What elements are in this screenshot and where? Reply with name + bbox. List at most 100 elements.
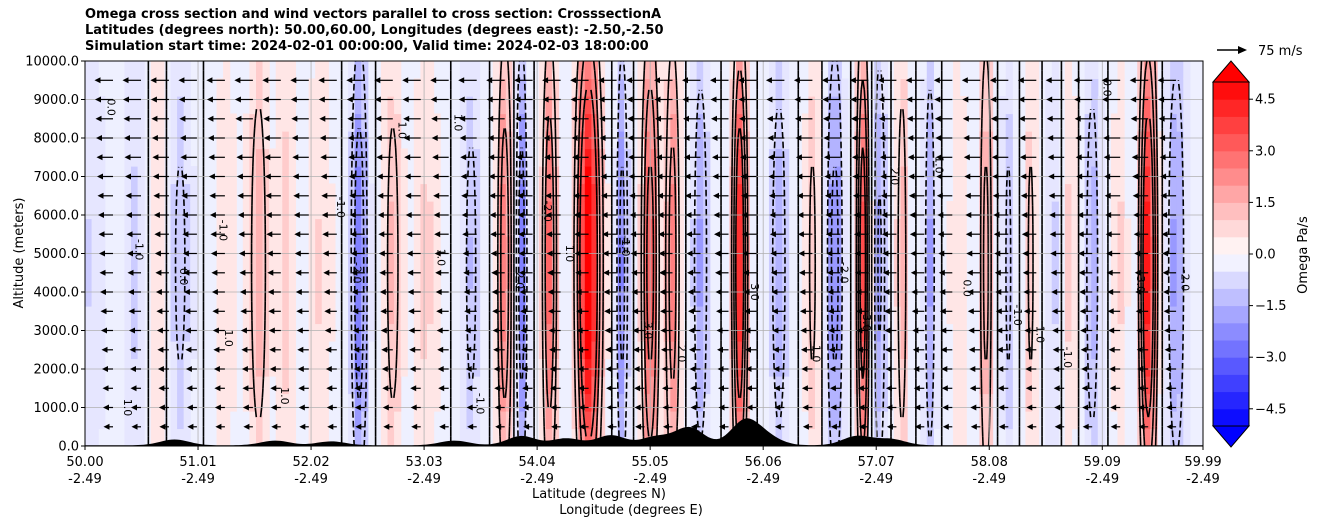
omega-fill-cell	[308, 323, 316, 342]
omega-fill-cell	[124, 306, 132, 325]
omega-fill-cell	[736, 113, 744, 132]
omega-fill-cell	[1045, 253, 1053, 272]
omega-fill-cell	[137, 61, 145, 80]
omega-fill-cell	[505, 271, 514, 290]
omega-fill-cell	[696, 393, 704, 412]
omega-contour-segment	[702, 99, 705, 110]
omega-fill-cell	[131, 411, 139, 430]
omega-fill-cell	[893, 358, 902, 377]
omega-fill-cell	[499, 61, 507, 80]
omega-fill-cell	[288, 393, 297, 412]
omega-fill-cell	[426, 411, 435, 430]
omega-fill-cell	[492, 183, 500, 202]
omega-fill-cell	[288, 236, 297, 255]
omega-fill-cell	[223, 201, 231, 220]
omega-fill-cell	[801, 113, 810, 132]
omega-fill-cell	[676, 183, 685, 202]
omega-fill-cell	[492, 288, 500, 307]
omega-fill-cell	[690, 218, 698, 237]
omega-fill-cell	[255, 306, 264, 325]
omega-fill-cell	[387, 306, 395, 325]
omega-fill-cell	[1176, 323, 1184, 342]
omega-fill-cell	[426, 428, 435, 446]
omega-fill-cell	[361, 393, 369, 412]
omega-fill-cell	[551, 61, 560, 80]
omega-fill-cell	[269, 323, 277, 342]
omega-fill-cell	[611, 253, 619, 272]
omega-contour-segment	[618, 70, 621, 81]
omega-fill-cell	[137, 218, 145, 237]
omega-fill-cell	[1071, 271, 1079, 290]
omega-fill-cell	[545, 323, 553, 342]
omega-fill-cell	[413, 236, 421, 255]
omega-fill-cell	[131, 78, 139, 97]
omega-fill-cell	[183, 113, 191, 132]
omega-fill-cell	[400, 358, 408, 377]
omega-contour-segment	[780, 397, 784, 408]
omega-fill-cell	[1097, 411, 1105, 430]
omega-fill-cell	[696, 288, 704, 307]
omega-fill-cell	[348, 411, 356, 430]
omega-fill-cell	[729, 341, 737, 360]
omega-fill-cell	[926, 201, 934, 220]
omega-fill-cell	[775, 236, 783, 255]
omega-fill-cell	[367, 306, 375, 325]
omega-fill-cell	[124, 218, 132, 237]
omega-fill-cell	[814, 78, 823, 97]
omega-fill-cell	[538, 96, 546, 115]
omega-fill-cell	[953, 306, 961, 325]
omega-fill-cell	[499, 78, 507, 97]
omega-fill-cell	[85, 306, 93, 325]
omega-fill-cell	[361, 201, 369, 220]
omega-contour-segment	[876, 70, 879, 81]
omega-fill-cell	[979, 113, 987, 132]
omega-fill-cell	[183, 411, 191, 430]
omega-fill-cell	[545, 61, 553, 80]
omega-fill-cell	[499, 271, 507, 290]
omega-fill-cell	[696, 253, 704, 272]
omega-fill-cell	[828, 113, 836, 132]
omega-fill-cell	[644, 358, 652, 377]
omega-fill-cell	[321, 96, 329, 115]
omega-fill-cell	[920, 113, 928, 132]
omega-fill-cell	[1156, 183, 1165, 202]
omega-fill-cell	[124, 96, 132, 115]
omega-fill-cell	[670, 253, 678, 272]
omega-fill-cell	[348, 61, 356, 80]
omega-fill-cell	[703, 323, 711, 342]
omega-fill-cell	[387, 411, 395, 430]
omega-fill-cell	[91, 341, 99, 360]
omega-fill-cell	[124, 341, 132, 360]
omega-fill-cell	[1170, 113, 1178, 132]
omega-fill-cell	[1124, 253, 1132, 272]
omega-fill-cell	[729, 61, 737, 80]
omega-fill-cell	[505, 183, 514, 202]
omega-fill-cell	[282, 166, 290, 185]
omega-fill-cell	[459, 271, 468, 290]
omega-fill-cell	[426, 306, 435, 325]
omega-fill-cell	[690, 78, 698, 97]
omega-fill-cell	[525, 236, 533, 255]
omega-fill-cell	[400, 253, 408, 272]
omega-fill-cell	[861, 61, 869, 80]
omega-fill-cell	[223, 341, 231, 360]
omega-fill-cell	[1005, 271, 1013, 290]
omega-fill-cell	[979, 166, 987, 185]
omega-fill-cell	[505, 341, 514, 360]
omega-fill-cell	[321, 271, 329, 290]
omega-fill-cell	[387, 61, 395, 80]
omega-fill-cell	[1032, 61, 1040, 80]
omega-fill-cell	[288, 306, 297, 325]
omega-fill-cell	[828, 358, 836, 377]
omega-fill-cell	[1005, 323, 1013, 342]
omega-fill-cell	[1084, 78, 1092, 97]
omega-fill-cell	[538, 393, 546, 412]
omega-fill-cell	[177, 148, 185, 167]
omega-fill-cell	[525, 253, 533, 272]
omega-fill-cell	[1183, 428, 1191, 446]
omega-fill-cell	[354, 306, 362, 325]
omega-fill-cell	[275, 78, 283, 97]
omega-fill-cell	[91, 96, 99, 115]
omega-fill-cell	[933, 341, 941, 360]
omega-fill-cell	[492, 61, 500, 80]
